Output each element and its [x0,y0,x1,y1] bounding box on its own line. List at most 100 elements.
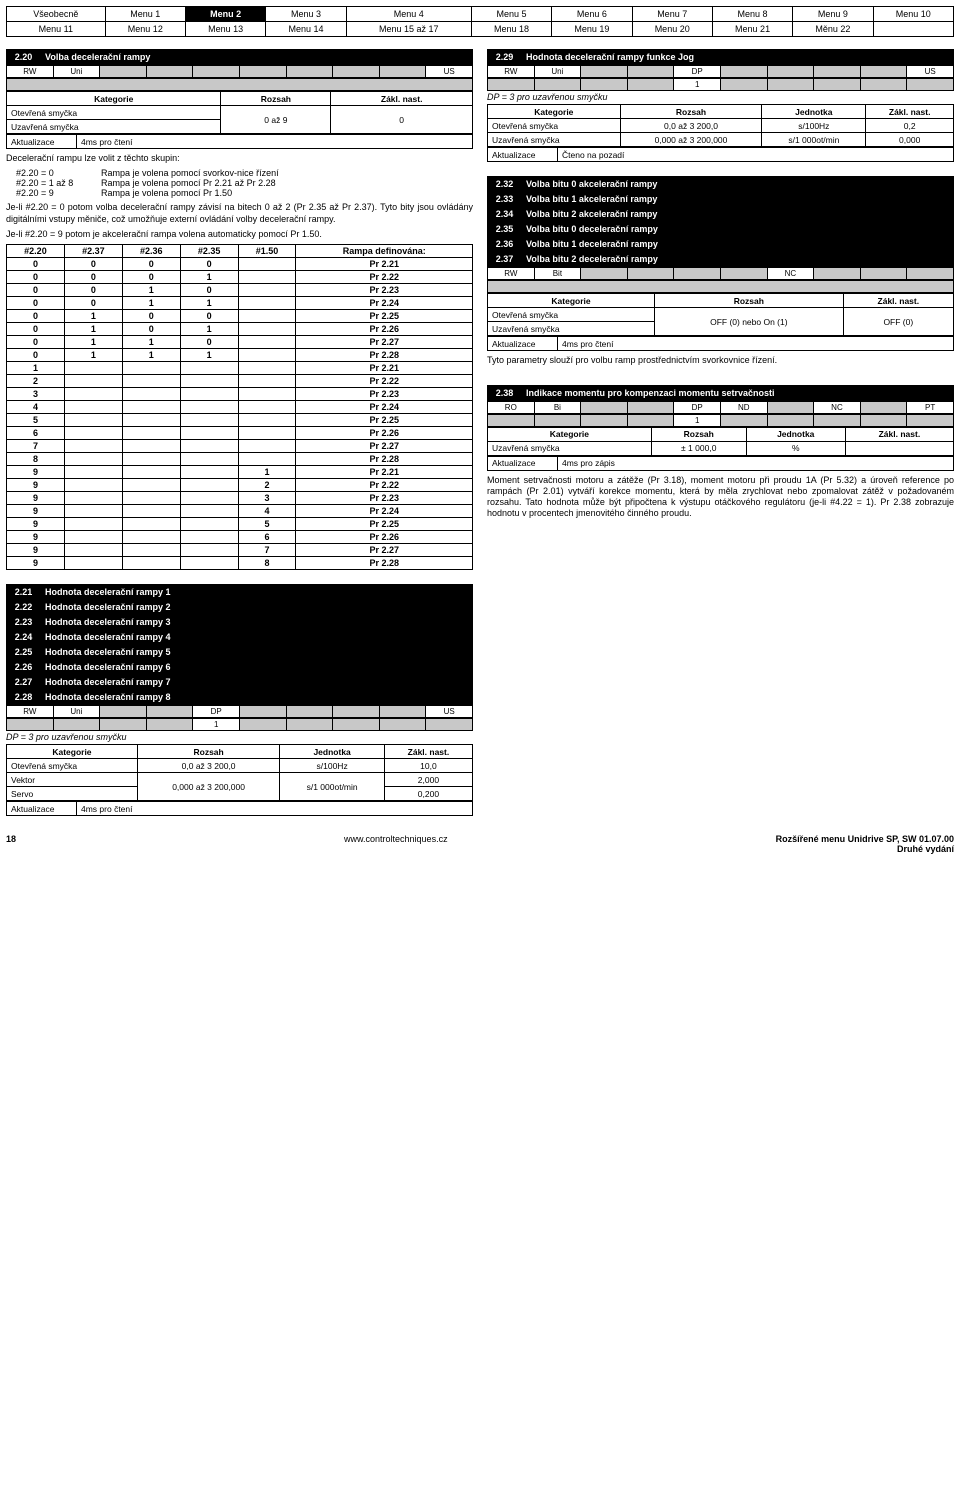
rampa-cell: 6 [7,427,65,440]
p229-attrs: RWUni DP US [487,65,954,78]
rampa-cell [180,518,238,531]
p220-upd-0: Aktualizace [7,135,77,149]
spec-cell: 0,2 [866,119,954,133]
attr-cell [146,66,193,78]
menu-item[interactable]: Menu 2 [186,7,266,22]
menu-item[interactable]: Menu 9 [793,7,873,22]
menu-item[interactable]: Menu 3 [266,7,346,22]
p220-para3: Je-li #2.20 = 9 potom je akcelerační ram… [6,229,473,240]
spec-header: Rozsah [655,294,844,308]
menu-item[interactable]: Menu 14 [266,22,346,37]
menu-item[interactable]: Menu 6 [552,7,632,22]
p238-header: 2.38 Indikace momentu pro kompenzaci mom… [487,385,954,401]
attr-cell [581,401,628,413]
menu-item[interactable]: Menu 19 [552,22,632,37]
rampa-cell [180,544,238,557]
p220-spec-r0c0: Otevřená smyčka [7,106,221,120]
menu-item[interactable]: Menu 12 [105,22,185,37]
rampa-cell: 0 [64,271,122,284]
rampa-cell [64,492,122,505]
c: s/1 000ot/min [280,773,385,801]
p221-28-header: 2.21Hodnota decelerační rampy 12.22Hodno… [6,584,473,705]
rampa-cell: 0 [7,310,65,323]
spec-cell: s/1 000ot/min [762,133,866,147]
rampa-cell: 1 [122,284,180,297]
rampa-table: #2.20#2.37#2.36#2.35#1.50Rampa definován… [6,244,473,570]
p232-37-header: 2.32Volba bitu 0 akcelerační rampy2.33Vo… [487,176,954,267]
rampa-cell [64,414,122,427]
attr-cell [767,401,814,413]
rampa-header: Rampa definována: [296,245,473,258]
rampa-cell: Pr 2.24 [296,505,473,518]
spec-header: Kategorie [7,745,138,759]
rampa-cell: Pr 2.28 [296,557,473,570]
param-num: 2.35 [488,222,522,237]
menu-item[interactable]: Menu 4 [346,7,471,22]
attr-cell [860,268,907,280]
c: Čteno na pozadí [558,148,954,162]
rampa-cell: 0 [122,323,180,336]
spec-header: Zákl. nast. [384,745,472,759]
menu-item[interactable]: Menu 18 [471,22,551,37]
rampa-cell: 0 [122,271,180,284]
rampa-cell: Pr 2.25 [296,310,473,323]
menu-item[interactable]: Menu 15 až 17 [346,22,471,37]
rampa-cell: 4 [238,505,296,518]
rampa-cell [64,518,122,531]
rampa-cell: 0 [7,258,65,271]
p220-opt1a: #2.20 = 0 [16,168,101,178]
attr-cell [627,268,674,280]
footer-r2: Druhé vydání [776,844,954,854]
attr-cell [286,706,333,718]
c: Aktualizace [488,456,558,470]
rampa-cell: 1 [64,310,122,323]
menu-item[interactable]: Menu 1 [105,7,185,22]
rampa-cell [238,401,296,414]
menu-item[interactable]: Měnu 22 [793,22,873,37]
menu-item[interactable]: Menu 7 [632,7,712,22]
attr-cell: Uni [53,66,100,78]
rampa-cell [64,440,122,453]
menu-item[interactable]: Menu 13 [186,22,266,37]
rampa-cell: 0 [64,297,122,310]
rampa-cell [122,492,180,505]
param-num: 2.32 [488,177,522,192]
rampa-cell [64,531,122,544]
param-num: 2.24 [7,630,41,645]
menu-item[interactable]: Menu 8 [712,7,792,22]
rampa-cell [122,440,180,453]
rampa-cell [180,479,238,492]
menu-item[interactable]: Menu 11 [7,22,106,37]
menu-item[interactable]: Menu 10 [873,7,953,22]
attr-cell [674,268,721,280]
spec-header: Zákl. nast. [845,427,953,441]
menu-item[interactable]: Menu 21 [712,22,792,37]
p232-37-spec: KategorieRozsahZákl. nast. Otevřená smyč… [487,293,954,336]
spec-cell: s/100Hz [762,119,866,133]
attr-cell [720,268,767,280]
rampa-header: #2.35 [180,245,238,258]
menu-item[interactable]: Menu 20 [632,22,712,37]
rampa-cell [122,557,180,570]
spec-header: Jednotka [746,427,845,441]
p220-update: Aktualizace 4ms pro čtení [6,134,473,149]
rampa-cell [238,349,296,362]
spec-header: Rozsah [651,427,746,441]
rampa-cell: 1 [122,336,180,349]
menu-item[interactable]: Všeobecně [7,7,106,22]
attr-cell: NC [767,268,814,280]
rampa-header: #1.50 [238,245,296,258]
menu-item[interactable]: Menu 5 [471,7,551,22]
param-num: 2.33 [488,192,522,207]
param-title: Hodnota decelerační rampy 4 [41,630,473,645]
c: 2,000 [384,773,472,787]
param-title: Hodnota decelerační rampy 8 [41,690,473,705]
rampa-cell [122,544,180,557]
rampa-cell: 5 [7,414,65,427]
p220-title: Volba decelerační rampy [41,50,473,65]
rampa-cell [238,323,296,336]
rampa-cell [64,557,122,570]
rampa-cell [238,258,296,271]
menu-item[interactable] [873,22,953,37]
param-title: Hodnota decelerační rampy 6 [41,660,473,675]
